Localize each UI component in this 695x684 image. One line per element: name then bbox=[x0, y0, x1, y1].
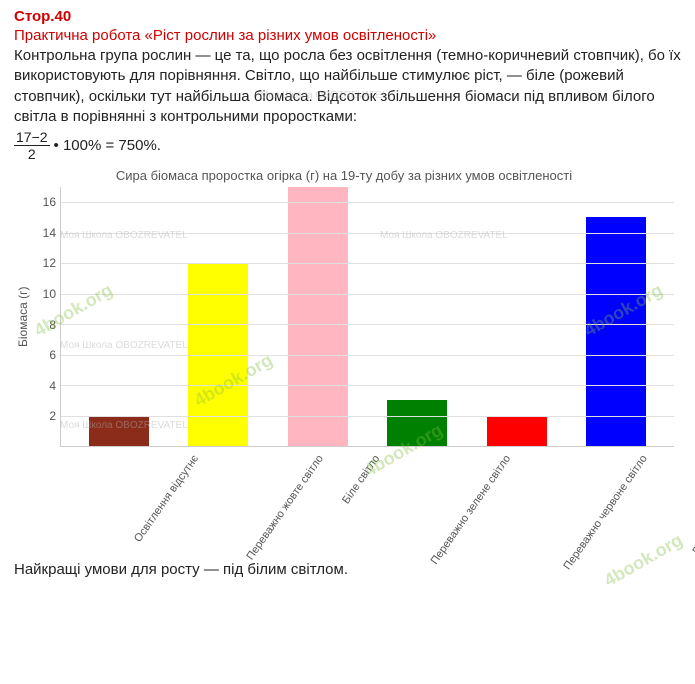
chart-plot bbox=[60, 187, 674, 447]
chart-title: Сира біомаса проростка огірка (г) на 19-… bbox=[14, 168, 674, 183]
fraction-denominator: 2 bbox=[26, 146, 38, 162]
bar-slot bbox=[69, 187, 169, 446]
gridline bbox=[61, 416, 674, 417]
gridline bbox=[61, 202, 674, 203]
bar bbox=[288, 187, 348, 446]
bar bbox=[387, 400, 447, 446]
x-label: Переважно синє світло bbox=[691, 453, 695, 557]
bar bbox=[89, 416, 149, 446]
gridline bbox=[61, 324, 674, 325]
gridline bbox=[61, 233, 674, 234]
y-axis: 161412108642 bbox=[32, 187, 60, 447]
gridline bbox=[61, 355, 674, 356]
chart-area: Біомаса (г) 161412108642 bbox=[14, 187, 674, 447]
bar-slot bbox=[368, 187, 468, 446]
formula-rest: • 100% = 750%. bbox=[54, 137, 161, 154]
bar-slot bbox=[567, 187, 667, 446]
conclusion-text: Найкращі умови для росту — під білим сві… bbox=[14, 561, 681, 578]
x-axis-labels: Освітлення відсутнєПереважно жовте світл… bbox=[60, 447, 674, 557]
bar bbox=[487, 416, 547, 446]
fraction: 17−2 2 bbox=[14, 129, 50, 162]
gridline bbox=[61, 294, 674, 295]
y-axis-label: Біомаса (г) bbox=[14, 187, 32, 447]
bars-group bbox=[61, 187, 674, 446]
page-reference: Стор.40 bbox=[14, 8, 681, 25]
formula: 17−2 2 • 100% = 750%. bbox=[14, 129, 681, 162]
bar bbox=[586, 217, 646, 446]
x-label-slot: Біле світло bbox=[296, 447, 353, 557]
bar-chart: Сира біомаса проростка огірка (г) на 19-… bbox=[14, 168, 674, 557]
gridline bbox=[61, 263, 674, 264]
x-label-slot: Освітлення відсутнє bbox=[68, 447, 171, 557]
bar-slot bbox=[169, 187, 269, 446]
subtitle: Практична робота «Ріст рослин за різних … bbox=[14, 27, 681, 44]
bar-slot bbox=[268, 187, 368, 446]
gridline bbox=[61, 385, 674, 386]
bar-slot bbox=[467, 187, 567, 446]
fraction-numerator: 17−2 bbox=[14, 129, 50, 146]
body-paragraph: Контрольна група рослин — це та, що росл… bbox=[14, 46, 681, 127]
